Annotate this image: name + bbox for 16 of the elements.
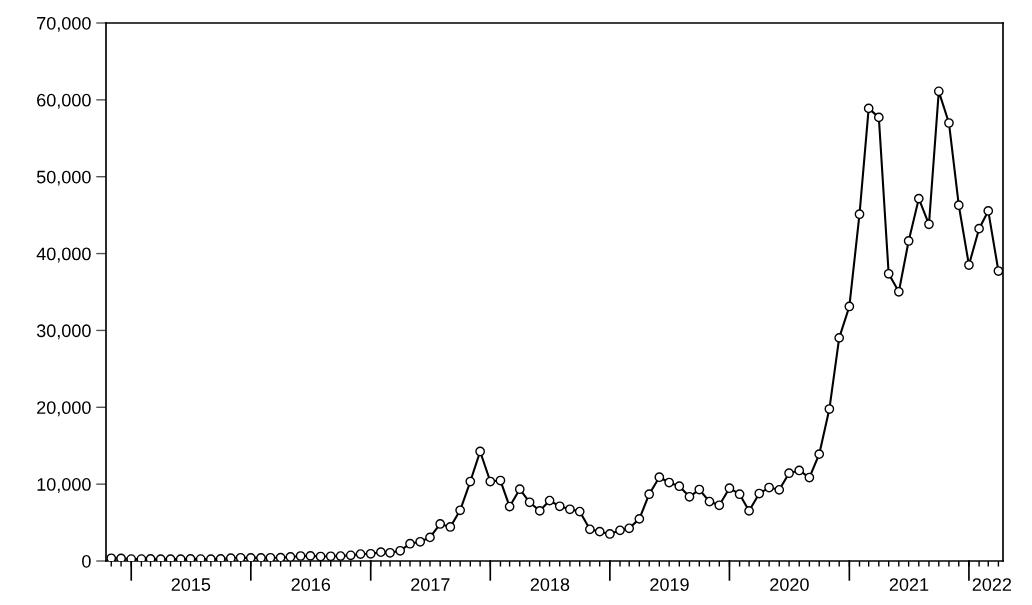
x-tick-label: 2019 <box>650 578 689 591</box>
x-tick-label: 2017 <box>411 578 450 591</box>
y-tick-label: 0 <box>82 554 91 568</box>
y-tick-label: 60,000 <box>37 93 91 109</box>
x-tick-label: 2020 <box>770 578 809 591</box>
x-tick-label: 2018 <box>530 578 570 591</box>
x-tick-label: 2016 <box>291 578 331 591</box>
y-tick-label: 70,000 <box>37 16 91 32</box>
y-tick-label: 20,000 <box>37 401 91 417</box>
y-tick-label: 10,000 <box>37 478 91 493</box>
x-tick-label: 2015 <box>171 578 211 591</box>
x-tick-label: 2021 <box>889 578 929 591</box>
y-tick-label: 50,000 <box>36 170 91 186</box>
y-tick-label: 30,000 <box>36 324 91 340</box>
x-tick-label: 2022 <box>972 578 1012 591</box>
y-tick-label: 40,000 <box>36 247 91 263</box>
